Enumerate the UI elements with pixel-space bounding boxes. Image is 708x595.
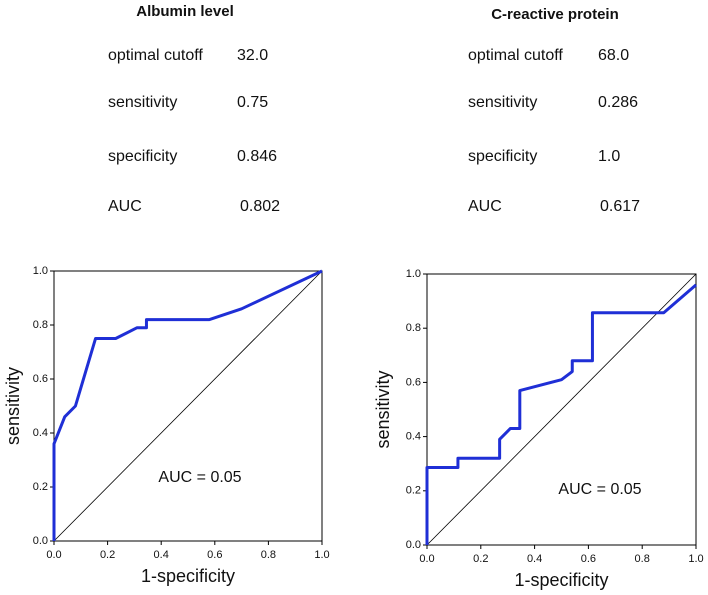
reference-diagonal [426, 273, 697, 546]
stat-value: 0.846 [237, 148, 277, 165]
x-tick-label: 0.6 [581, 553, 596, 565]
stat-label: AUC [468, 198, 502, 215]
y-tick-label: 0.0 [406, 539, 421, 551]
stat-label: specificity [108, 148, 177, 165]
plot-frame [426, 273, 697, 546]
annotation: AUC = 0.05 [558, 481, 641, 498]
x-tick-label: 0.8 [261, 549, 276, 561]
reference-diagonal [53, 270, 323, 542]
y-tick-label: 0.0 [33, 535, 48, 547]
x-tick-label: 0.4 [527, 553, 542, 565]
stat-label: optimal cutoff [108, 47, 203, 64]
y-tick-label: 1.0 [406, 268, 421, 280]
roc-curve [52, 269, 323, 541]
stat-value: 68.0 [598, 47, 629, 64]
x-tick-label: 0.0 [46, 549, 61, 561]
y-tick-label: 0.8 [33, 319, 48, 331]
x-tick-label: 0.8 [635, 553, 650, 565]
y-tick-label: 0.4 [33, 427, 48, 439]
stat-value: 0.75 [237, 94, 268, 111]
y-tick-label: 0.4 [406, 431, 421, 443]
y-tick-label: 0.6 [33, 373, 48, 385]
stat-value: 0.617 [600, 198, 640, 215]
stat-label: optimal cutoff [468, 47, 563, 64]
stat-label: specificity [468, 148, 537, 165]
y-tick-label: 1.0 [33, 265, 48, 277]
y-axis-label: sensitivity [3, 367, 23, 445]
x-axis-label: 1-specificity [141, 566, 235, 586]
stat-label: sensitivity [108, 94, 177, 111]
stat-value: 0.286 [598, 94, 638, 111]
x-tick-label: 0.0 [419, 553, 434, 565]
y-tick-label: 0.6 [406, 376, 421, 388]
stat-label: AUC [108, 198, 142, 215]
x-tick-label: 0.2 [473, 553, 488, 565]
x-tick-label: 1.0 [688, 553, 703, 565]
plot-frame [53, 270, 323, 542]
stat-value: 1.0 [598, 148, 620, 165]
x-tick-label: 1.0 [314, 549, 329, 561]
roc-curve [425, 283, 697, 545]
stat-label: sensitivity [468, 94, 537, 111]
annotation: AUC = 0.05 [158, 469, 241, 486]
y-tick-label: 0.8 [406, 322, 421, 334]
chart-title: Albumin level [136, 3, 234, 20]
x-tick-label: 0.2 [100, 549, 115, 561]
y-tick-label: 0.2 [33, 481, 48, 493]
chart-title: C-reactive protein [491, 6, 619, 23]
x-axis-label: 1-specificity [514, 570, 608, 590]
x-tick-label: 0.4 [154, 549, 169, 561]
y-axis-label: sensitivity [373, 370, 393, 448]
stat-value: 32.0 [237, 47, 268, 64]
y-tick-label: 0.2 [406, 485, 421, 497]
stat-value: 0.802 [240, 198, 280, 215]
x-tick-label: 0.6 [207, 549, 222, 561]
